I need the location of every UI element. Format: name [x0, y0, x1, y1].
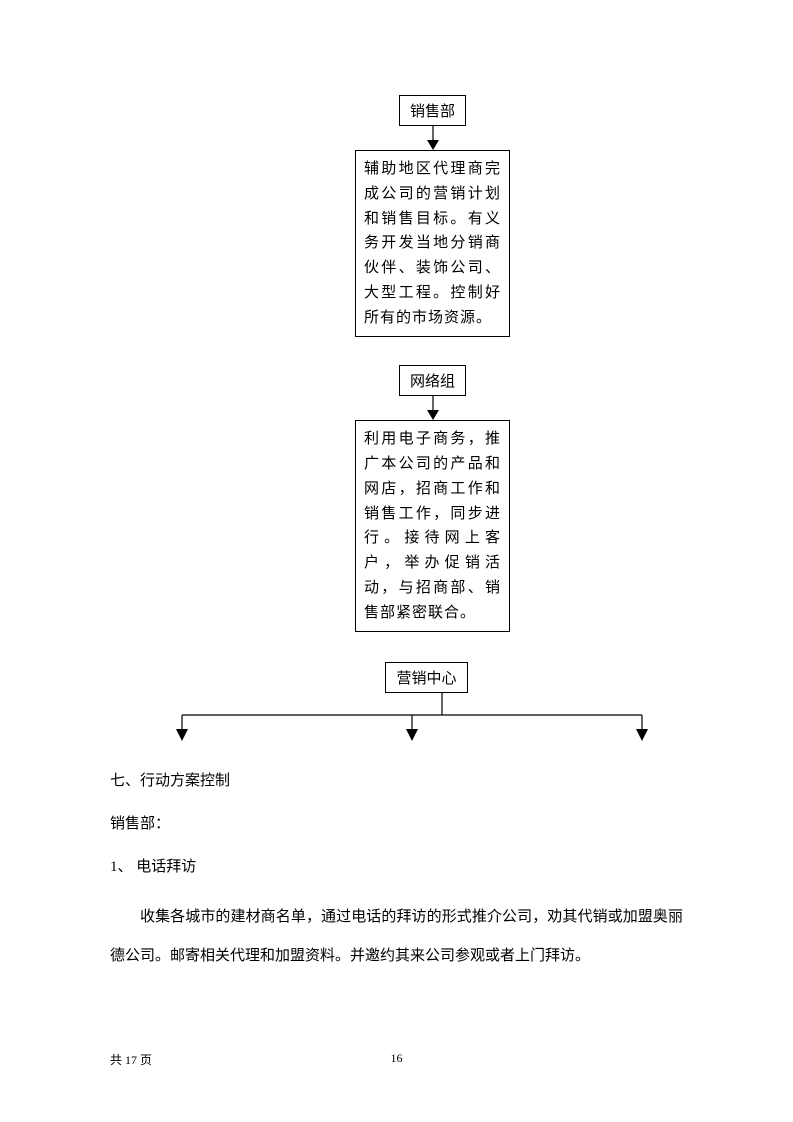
flow-box-network-title: 网络组: [399, 365, 466, 396]
footer-pages-label: 共 17 页: [110, 1051, 152, 1068]
paragraph-1: 收集各城市的建材商名单，通过电话的拜访的形式推介公司，劝其代销或加盟奥丽德公司。…: [110, 898, 683, 976]
arrow-down-icon: [423, 396, 443, 420]
sub-heading-sales: 销售部：: [110, 812, 683, 833]
flow-box-center-title: 营销中心: [385, 662, 467, 693]
section-heading: 七、行动方案控制: [110, 769, 683, 790]
flow-group-network: 网络组 利用电子商务，推广本公司的产品和网店，招商工作和销售工作，同步进行。接待…: [355, 365, 510, 632]
page-content: 销售部 辅助地区代理商完成公司的营销计划和销售目标。有义务开发当地分销商伙伴、装…: [110, 95, 683, 976]
flow-group-center: 营销中心: [110, 662, 683, 741]
branch-diagram: [152, 693, 672, 741]
flow-box-sales-desc: 辅助地区代理商完成公司的营销计划和销售目标。有义务开发当地分销商伙伴、装饰公司、…: [355, 150, 510, 337]
flow-box-network-desc: 利用电子商务，推广本公司的产品和网店，招商工作和销售工作，同步进行。接待网上客户…: [355, 420, 510, 632]
flow-group-sales: 销售部 辅助地区代理商完成公司的营销计划和销售目标。有义务开发当地分销商伙伴、装…: [355, 95, 510, 337]
page-footer: 共 17 页 16: [110, 1051, 683, 1068]
flow-box-sales-title: 销售部: [399, 95, 466, 126]
footer-page-number: 16: [391, 1051, 403, 1066]
list-item-1: 1、 电话拜访: [110, 855, 683, 876]
arrow-down-icon: [423, 126, 443, 150]
